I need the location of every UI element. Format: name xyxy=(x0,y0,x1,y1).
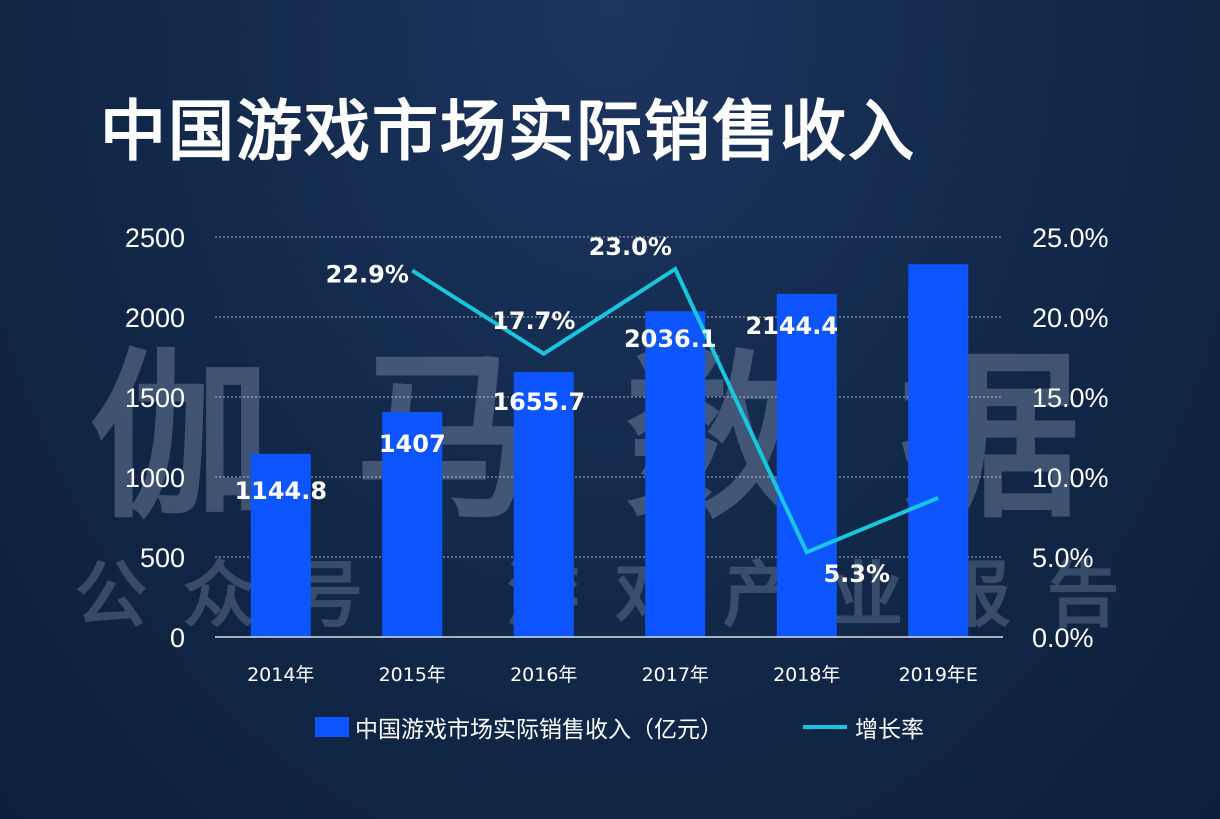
legend: 中国游戏市场实际销售收入（亿元） 增长率 xyxy=(315,710,924,744)
x-tick-label: 2016年 xyxy=(510,664,577,686)
y-right-tick-label: 10.0% xyxy=(1032,463,1109,493)
bar-data-label: 1407 xyxy=(379,430,446,458)
bar xyxy=(250,453,311,637)
y-left-tick-label: 2000 xyxy=(125,303,185,333)
x-tick-label: 2018年 xyxy=(773,664,840,686)
bar-series xyxy=(250,264,969,637)
data-labels: 1144.8 1407 1655.7 2036.1 2144.4 22.9% 17.7% 23… xyxy=(234,233,890,588)
y-right-tick-label: 25.0% xyxy=(1032,223,1109,253)
growth-line xyxy=(411,266,940,555)
watermark-sub-char: 告 xyxy=(1047,553,1119,637)
bar-data-label: 1144.8 xyxy=(234,477,327,505)
watermark-sub-char: 业 xyxy=(831,553,903,637)
y-right-tick-label: 0.0% xyxy=(1032,623,1094,653)
line-data-label: 5.3% xyxy=(823,560,890,588)
y-left-tick-label: 0 xyxy=(170,623,185,653)
bar xyxy=(908,264,969,637)
legend-bar-swatch xyxy=(315,717,349,737)
line-data-label: 23.0% xyxy=(589,233,672,261)
watermark-sub-char: 众 xyxy=(183,553,255,637)
gridlines xyxy=(215,236,1003,558)
legend-bar-label: 中国游戏市场实际销售收入（亿元） xyxy=(355,717,723,743)
y-right-tick-label: 15.0% xyxy=(1032,383,1109,413)
watermark-main-char: 伽 xyxy=(90,334,270,543)
y-right-tick-label: 20.0% xyxy=(1032,303,1109,333)
x-tick-label: 2017年 xyxy=(642,664,709,686)
x-tick-label: 2015年 xyxy=(379,664,446,686)
bar xyxy=(382,411,443,637)
x-tick-label: 2019年E xyxy=(899,664,978,686)
y-left-tick-label: 2500 xyxy=(125,223,185,253)
bar xyxy=(645,311,706,637)
bar xyxy=(776,293,837,637)
bar-data-label: 2144.4 xyxy=(745,312,838,340)
legend-line-label: 增长率 xyxy=(855,717,924,743)
legend-line-swatch xyxy=(803,725,847,729)
bar xyxy=(513,372,574,637)
y-right-tick-label: 5.0% xyxy=(1032,543,1094,573)
y-left-tick-label: 1500 xyxy=(125,383,185,413)
page-title: 中国游戏市场实际销售收入 xyxy=(100,93,916,170)
line-series xyxy=(411,266,940,555)
bar-data-label: 1655.7 xyxy=(492,388,585,416)
bar-data-label: 2036.1 xyxy=(624,325,717,353)
watermark-sub-char: 公 xyxy=(75,553,147,637)
x-tick-label: 2014年 xyxy=(247,664,314,686)
line-data-label: 22.9% xyxy=(326,261,409,289)
y-left-tick-label: 1000 xyxy=(125,463,185,493)
line-data-label: 17.7% xyxy=(492,307,575,335)
y-left-tick-label: 500 xyxy=(140,543,185,573)
axes: 0 500 1000 1500 2000 2500 0.0% 5.0% 10.0% 15.0% 20… xyxy=(125,223,1109,686)
